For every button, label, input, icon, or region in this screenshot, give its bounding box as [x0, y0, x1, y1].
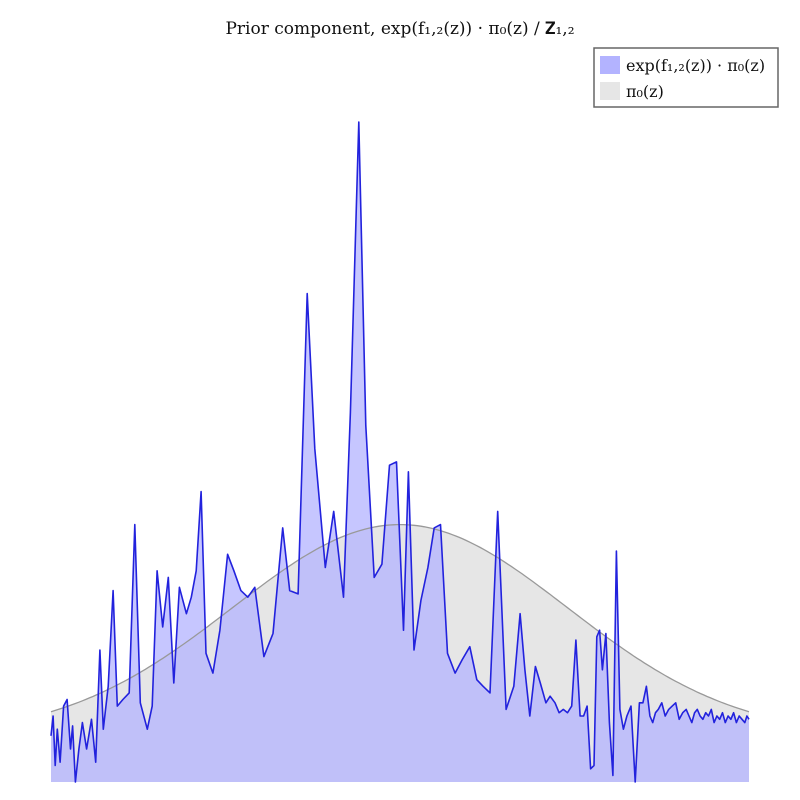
legend-label-exp-series: exp(f₁,₂(z)) · π₀(z)	[626, 56, 765, 75]
legend-label-prior: π₀(z)	[626, 82, 664, 101]
legend: exp(f₁,₂(z)) · π₀(z) π₀(z)	[593, 47, 779, 108]
exp-series-area	[51, 122, 749, 782]
chart-title: Prior component, exp(f₁,₂(z)) · π₀(z) / …	[225, 19, 574, 39]
legend-frame	[593, 47, 779, 108]
prior-line	[50, 523, 750, 713]
legend-swatch-prior	[600, 82, 620, 100]
legend-swatch-exp-series	[600, 56, 620, 74]
plot-area	[50, 121, 750, 783]
exp-series-line	[50, 121, 750, 783]
